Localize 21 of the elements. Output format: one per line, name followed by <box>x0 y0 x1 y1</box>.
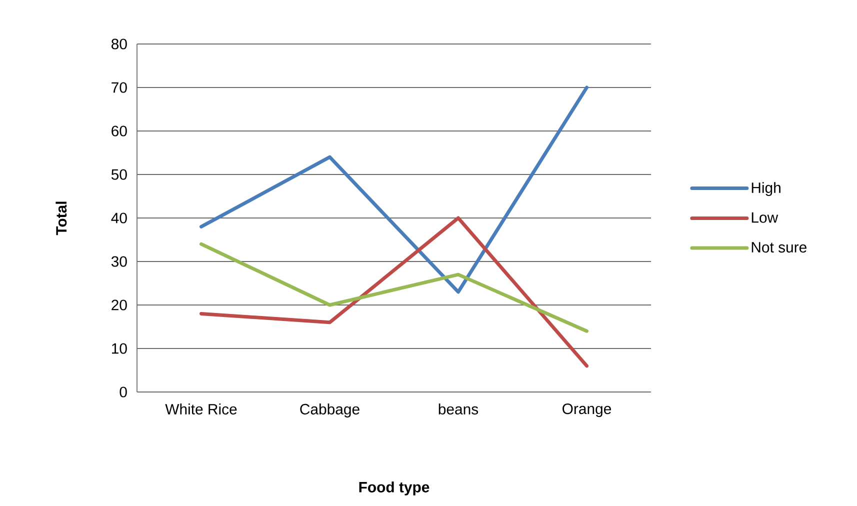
legend-label: High <box>752 182 780 196</box>
y-tick-label: 40 <box>111 212 127 224</box>
x-tick-label: White Rice <box>165 404 237 414</box>
line-series <box>200 242 589 333</box>
x-tick-label: Orange <box>562 404 611 418</box>
y-tick-label: 70 <box>112 82 127 93</box>
legend-label: Not sure <box>752 242 806 253</box>
y-axis-title: Total <box>56 202 67 236</box>
x-tick-label: Cabbage <box>300 404 360 418</box>
y-tick-label: 80 <box>112 38 127 50</box>
y-tick-label: 20 <box>112 300 127 310</box>
x-axis-title: Food type <box>359 481 430 496</box>
y-tick-label: 50 <box>111 169 127 180</box>
y-tick-label: 30 <box>111 256 127 267</box>
line-series <box>200 86 589 294</box>
legend-label: Low <box>752 212 778 223</box>
y-tick-label: 60 <box>112 126 127 136</box>
line-series <box>200 216 589 368</box>
y-tick-label: 10 <box>112 343 127 354</box>
x-tick-label: beans <box>438 404 478 414</box>
y-tick-label: 0 <box>120 386 127 398</box>
